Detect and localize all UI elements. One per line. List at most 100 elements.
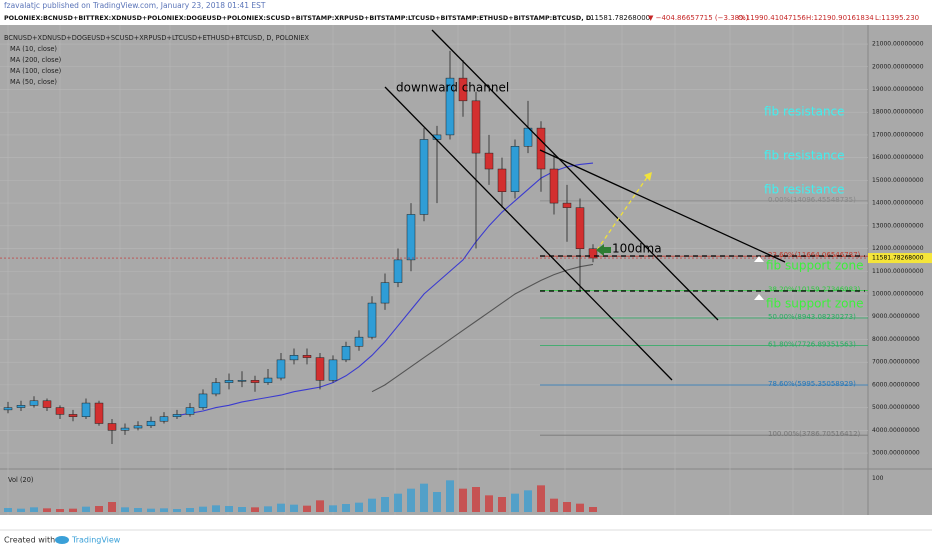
candle-body	[458, 77, 468, 102]
volume-bar	[4, 508, 12, 512]
candle-body	[120, 427, 130, 431]
arrow-icon	[596, 244, 604, 256]
candle-body	[315, 357, 325, 381]
y-tick-label: 18000.00000000	[872, 109, 924, 116]
volume-bar	[498, 497, 506, 512]
footer-text: Created with	[4, 536, 55, 545]
candle-body	[185, 407, 195, 415]
candle-body	[354, 336, 364, 347]
fib-label: 38.20%(10159.27346983)	[768, 285, 861, 293]
y-tick-label: 15000.00000000	[872, 177, 924, 184]
candle-body	[302, 355, 312, 358]
candle-body	[341, 345, 351, 361]
volume-bar	[30, 507, 38, 512]
volume-bar	[407, 488, 415, 512]
channel-line	[539, 149, 786, 263]
y-tick-label: 13000.00000000	[872, 222, 924, 229]
candle-body	[497, 168, 507, 192]
projection-arrow	[596, 175, 649, 251]
candle-body	[198, 393, 208, 408]
candle-body	[250, 380, 260, 383]
indicator: MA (50, close)	[10, 78, 57, 86]
candle-body	[575, 207, 585, 250]
candle-body	[588, 248, 598, 259]
volume-bar	[329, 505, 337, 512]
volume-bar	[550, 498, 558, 512]
indicator: MA (200, close)	[10, 56, 61, 64]
volume-bar	[576, 503, 584, 512]
volume-bar	[199, 506, 207, 512]
candle-body	[510, 146, 520, 192]
candle-body	[276, 359, 286, 379]
y-tick-label: 9000.00000000	[872, 313, 920, 320]
annotation: fib resistance	[764, 149, 845, 163]
candle-body	[16, 405, 26, 408]
legend-title: BCNUSD+XDNUSD+DOGEUSD+SCUSD+XRPUSD+LTCUS…	[4, 34, 309, 42]
volume-bar	[251, 507, 259, 512]
indicator: MA (10, close)	[10, 45, 57, 53]
volume-bar	[420, 483, 428, 512]
volume-bar	[160, 508, 168, 512]
candle-body	[484, 152, 494, 170]
y-tick-label: 4000.00000000	[872, 427, 920, 434]
arrow-head	[644, 172, 652, 181]
candle-body	[536, 127, 546, 170]
y-tick-label: 5000.00000000	[872, 404, 920, 411]
candle-body	[289, 355, 299, 361]
volume-bar	[524, 490, 532, 512]
annotation: downward channel	[396, 81, 509, 95]
candle-body	[237, 380, 247, 382]
candle-body	[133, 425, 143, 429]
volume-bar	[264, 506, 272, 512]
candle-body	[29, 400, 39, 406]
y-tick-label: 6000.00000000	[872, 381, 920, 388]
volume-bar	[290, 504, 298, 512]
symbol: POLONIEX:BCNUSD+BITTREX:XDNUSD+POLONIEX:…	[4, 14, 591, 22]
channel-line	[384, 86, 673, 381]
volume-bar	[485, 495, 493, 512]
y-tick-label: 10000.00000000	[872, 290, 924, 297]
current-price-box	[868, 253, 932, 264]
volume-bar	[459, 488, 467, 512]
volume-bar	[342, 504, 350, 512]
footer-brand[interactable]: TradingView	[71, 536, 121, 545]
candle-body	[172, 414, 182, 417]
y-tick-label: 17000.00000000	[872, 131, 924, 138]
price-axis	[868, 25, 932, 515]
candle-body	[471, 100, 481, 154]
volume-bar	[186, 508, 194, 512]
annotation: fib resistance	[764, 183, 845, 197]
candle-body	[380, 282, 390, 304]
publisher[interactable]: fzavalatjc published on TradingView.com,…	[4, 1, 266, 10]
volume-bar	[472, 487, 480, 512]
volume-bar	[56, 509, 64, 512]
volume-bar	[95, 506, 103, 512]
candle-body	[419, 139, 429, 215]
fib-label: 23.60%(11664.06546787)	[768, 251, 861, 259]
y-tick-label: 12000.00000000	[872, 245, 924, 252]
low: L:11395.230	[875, 14, 919, 22]
y-tick-label: 19000.00000000	[872, 86, 924, 93]
fib-label: 50.00%(8943.08230273)	[768, 313, 856, 321]
candle-body	[263, 377, 273, 383]
volume-title: Vol (20)	[8, 476, 34, 484]
high: H:12190.90161834	[806, 14, 874, 22]
volume-bar	[446, 480, 454, 512]
candle-body	[211, 382, 221, 395]
candle-body	[68, 414, 78, 417]
candle-body	[224, 380, 234, 383]
annotation: fib resistance	[764, 105, 845, 119]
arrow-icon	[754, 294, 764, 300]
volume-bar	[43, 508, 51, 512]
current-price-label: 11581.78268000	[872, 255, 924, 262]
y-tick-label: 7000.00000000	[872, 359, 920, 366]
annotation: fib support zone	[766, 259, 864, 273]
volume-bar	[355, 502, 363, 512]
volume-bar	[303, 505, 311, 512]
candle-body	[406, 214, 416, 261]
arrow-icon	[604, 247, 611, 253]
last-price: 11581.78268000	[590, 14, 650, 22]
arrow-icon	[754, 256, 764, 262]
candle-body	[94, 402, 104, 424]
volume-bar	[82, 506, 90, 512]
